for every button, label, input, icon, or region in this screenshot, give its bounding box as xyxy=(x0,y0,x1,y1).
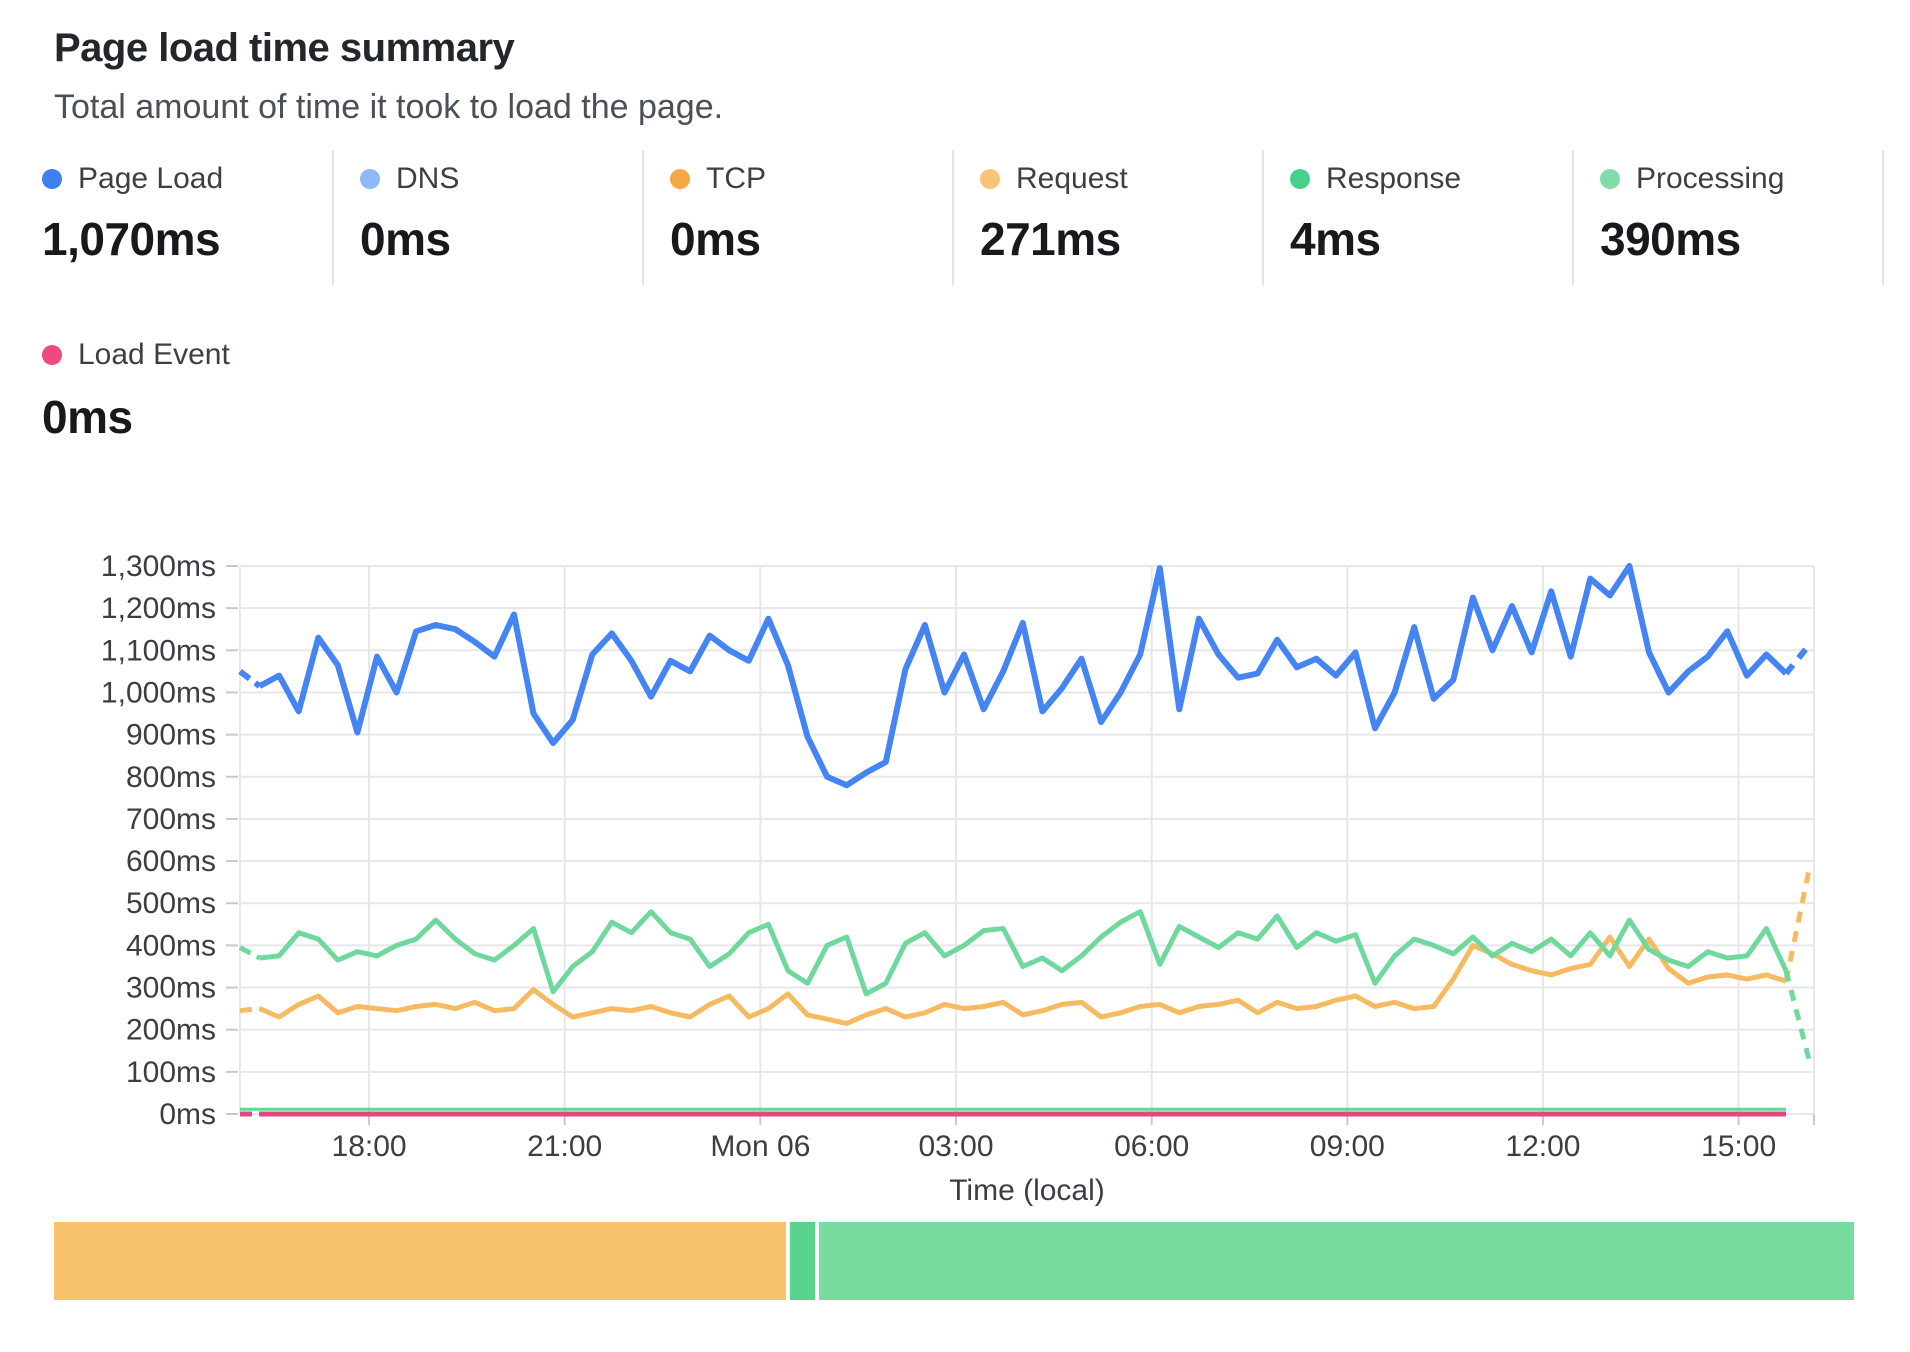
legend-stats-row: Page Load 1,070ms DNS 0ms TCP 0ms Reques… xyxy=(24,150,1888,285)
legend-label: DNS xyxy=(396,162,460,195)
svg-text:100ms: 100ms xyxy=(126,1056,216,1089)
svg-text:1,300ms: 1,300ms xyxy=(101,550,216,583)
svg-text:21:00: 21:00 xyxy=(527,1130,602,1163)
legend-label: Request xyxy=(1016,162,1128,195)
svg-text:300ms: 300ms xyxy=(126,972,216,1005)
tcp-value: 0ms xyxy=(670,213,761,265)
timeline-segment[interactable] xyxy=(819,1222,1855,1300)
legend-label: Response xyxy=(1326,162,1462,195)
response-value: 4ms xyxy=(1290,213,1381,265)
response-dot-icon xyxy=(1290,169,1310,189)
svg-text:500ms: 500ms xyxy=(126,887,216,920)
svg-text:600ms: 600ms xyxy=(126,845,216,878)
svg-text:200ms: 200ms xyxy=(126,1014,216,1047)
svg-text:1,200ms: 1,200ms xyxy=(101,592,216,625)
request-value: 271ms xyxy=(980,213,1121,265)
svg-text:400ms: 400ms xyxy=(126,929,216,962)
svg-text:03:00: 03:00 xyxy=(918,1130,993,1163)
svg-text:1,000ms: 1,000ms xyxy=(101,676,216,709)
processing-value: 390ms xyxy=(1600,213,1741,265)
svg-text:700ms: 700ms xyxy=(126,803,216,836)
svg-text:1,100ms: 1,100ms xyxy=(101,634,216,667)
legend-item-page-load[interactable]: Page Load 1,070ms xyxy=(24,150,334,285)
request-dot-icon xyxy=(980,169,1000,189)
load-event-dot-icon xyxy=(42,345,62,365)
legend-item-response[interactable]: Response 4ms xyxy=(1264,150,1574,285)
legend-item-request[interactable]: Request 271ms xyxy=(954,150,1264,285)
legend-item-processing[interactable]: Processing 390ms xyxy=(1574,150,1884,285)
dns-dot-icon xyxy=(360,169,380,189)
status-timeline-bar[interactable] xyxy=(54,1222,1857,1300)
timeline-segment[interactable] xyxy=(790,1222,816,1300)
page-title: Page load time summary xyxy=(54,26,515,70)
legend-item-load-event[interactable]: Load Event 0ms xyxy=(42,338,230,444)
svg-text:Mon 06: Mon 06 xyxy=(710,1130,810,1163)
svg-text:900ms: 900ms xyxy=(126,719,216,752)
legend-item-dns[interactable]: DNS 0ms xyxy=(334,150,644,285)
svg-text:06:00: 06:00 xyxy=(1114,1130,1189,1163)
svg-text:0ms: 0ms xyxy=(159,1098,216,1131)
svg-text:12:00: 12:00 xyxy=(1505,1130,1580,1163)
svg-text:Time (local): Time (local) xyxy=(949,1174,1105,1207)
legend-label: TCP xyxy=(706,162,766,195)
page-load-value: 1,070ms xyxy=(42,213,221,265)
dns-value: 0ms xyxy=(360,213,451,265)
tcp-dot-icon xyxy=(670,169,690,189)
page-subtitle: Total amount of time it took to load the… xyxy=(54,88,724,126)
legend-label: Processing xyxy=(1636,162,1785,195)
processing-dot-icon xyxy=(1600,169,1620,189)
svg-text:800ms: 800ms xyxy=(126,761,216,794)
legend-label: Page Load xyxy=(78,162,224,195)
timeline-segment[interactable] xyxy=(54,1222,787,1300)
page-load-dot-icon xyxy=(42,169,62,189)
legend-item-tcp[interactable]: TCP 0ms xyxy=(644,150,954,285)
svg-text:18:00: 18:00 xyxy=(332,1130,407,1163)
svg-text:09:00: 09:00 xyxy=(1310,1130,1385,1163)
svg-text:15:00: 15:00 xyxy=(1701,1130,1776,1163)
load-event-value: 0ms xyxy=(42,391,133,443)
legend-label: Load Event xyxy=(78,338,230,371)
